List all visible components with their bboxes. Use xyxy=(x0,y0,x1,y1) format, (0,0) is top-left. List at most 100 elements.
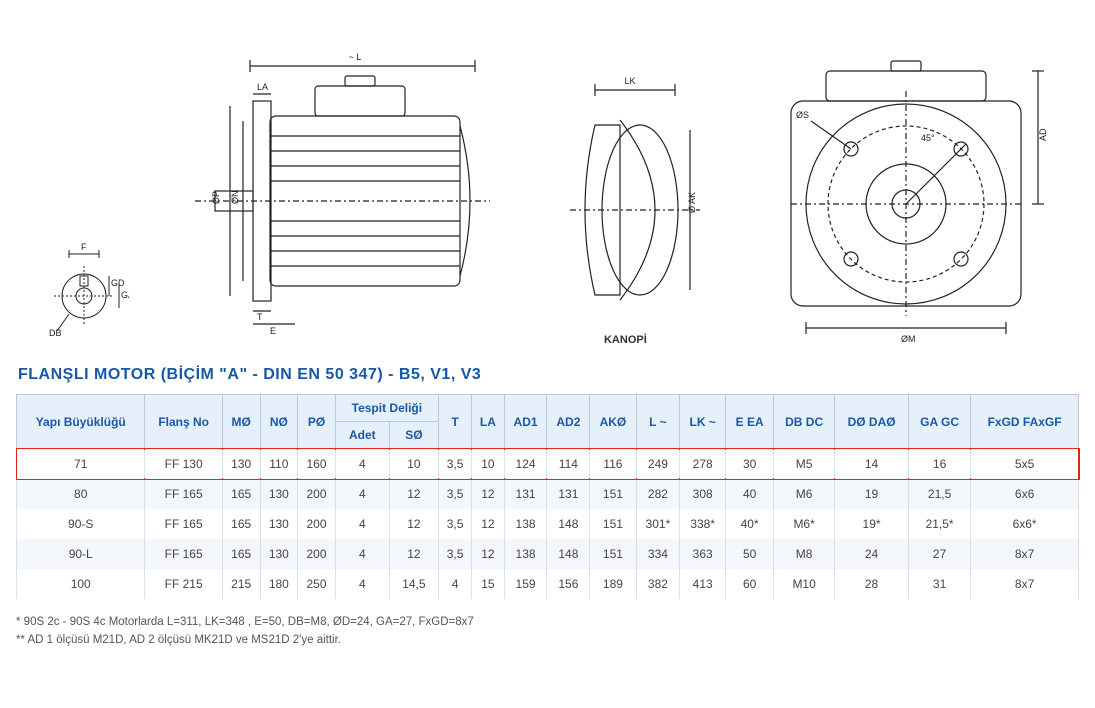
table-cell: 200 xyxy=(298,509,336,539)
table-cell: 124 xyxy=(504,449,547,480)
col-lk: LK ~ xyxy=(680,395,726,449)
canopy-view: LK Ø AK KANOPİ xyxy=(540,70,710,346)
table-cell: 3,5 xyxy=(438,479,471,509)
col-ad2: AD2 xyxy=(547,395,590,449)
col-so: SØ xyxy=(389,422,438,449)
table-cell: 3,5 xyxy=(438,539,471,569)
table-cell: M5 xyxy=(774,449,835,480)
dim-OM: ØM xyxy=(901,334,916,344)
table-cell: 189 xyxy=(590,569,636,599)
table-cell: 40 xyxy=(726,479,774,509)
table-cell: 165 xyxy=(222,479,260,509)
table-cell: 308 xyxy=(680,479,726,509)
table-cell: 21,5 xyxy=(909,479,971,509)
table-cell: 19* xyxy=(835,509,909,539)
col-mo: MØ xyxy=(222,395,260,449)
table-cell: 413 xyxy=(680,569,726,599)
table-cell: 15 xyxy=(472,569,504,599)
section-title: FLANŞLI MOTOR (BİÇİM "A" - DIN EN 50 347… xyxy=(18,366,1079,384)
table-cell: 200 xyxy=(298,479,336,509)
table-cell: 28 xyxy=(835,569,909,599)
dim-LA: LA xyxy=(257,82,268,92)
table-body: 71FF 1301301101604103,510124114116249278… xyxy=(17,449,1079,600)
dim-OP: ØP xyxy=(211,191,221,204)
table-cell: 116 xyxy=(590,449,636,480)
table-cell: 3,5 xyxy=(438,449,471,480)
table-cell: 159 xyxy=(504,569,547,599)
table-cell: 282 xyxy=(636,479,680,509)
table-cell: 5x5 xyxy=(971,449,1079,480)
table-cell: 4 xyxy=(335,449,389,480)
table-cell: 114 xyxy=(547,449,590,480)
table-cell: 10 xyxy=(389,449,438,480)
table-cell: 50 xyxy=(726,539,774,569)
table-cell: 151 xyxy=(590,479,636,509)
dim-GD: GD xyxy=(111,278,125,288)
table-cell: 4 xyxy=(335,539,389,569)
dim-GA: GA xyxy=(121,290,129,300)
col-adet: Adet xyxy=(335,422,389,449)
table-cell: 90-L xyxy=(17,539,145,569)
table-cell: 278 xyxy=(680,449,726,480)
table-cell: 6x6* xyxy=(971,509,1079,539)
dim-45: 45° xyxy=(921,133,935,143)
table-cell: 334 xyxy=(636,539,680,569)
motor-front-view: ØS 45° AD ØM xyxy=(756,46,1056,346)
table-cell: FF 165 xyxy=(145,479,222,509)
table-cell: M8 xyxy=(774,539,835,569)
table-cell: 24 xyxy=(835,539,909,569)
dim-LK: LK xyxy=(625,76,636,86)
table-row: 80FF 1651651302004123,512131131151282308… xyxy=(17,479,1079,509)
table-cell: FF 215 xyxy=(145,569,222,599)
table-cell: 8x7 xyxy=(971,539,1079,569)
table-header: Yapı Büyüklüğü Flanş No MØ NØ PØ Tespit … xyxy=(17,395,1079,449)
table-cell: 338* xyxy=(680,509,726,539)
col-no: NØ xyxy=(260,395,298,449)
table-cell: M10 xyxy=(774,569,835,599)
table-cell: 12 xyxy=(389,509,438,539)
table-cell: 4 xyxy=(335,509,389,539)
table-cell: 71 xyxy=(17,449,145,480)
table-cell: 12 xyxy=(472,509,504,539)
table-cell: 14 xyxy=(835,449,909,480)
table-cell: 148 xyxy=(547,539,590,569)
footnote-1: * 90S 2c - 90S 4c Motorlarda L=311, LK=3… xyxy=(16,613,1079,631)
table-row: 90-LFF 1651651302004123,5121381481513343… xyxy=(17,539,1079,569)
table-cell: 90-S xyxy=(17,509,145,539)
table-cell: FF 130 xyxy=(145,449,222,480)
table-cell: 131 xyxy=(547,479,590,509)
col-flans: Flanş No xyxy=(145,395,222,449)
table-cell: 130 xyxy=(260,539,298,569)
col-e: E EA xyxy=(726,395,774,449)
dim-ON: ØN xyxy=(230,191,240,205)
table-cell: 27 xyxy=(909,539,971,569)
table-cell: 4 xyxy=(335,569,389,599)
kanopi-label: KANOPİ xyxy=(604,334,647,346)
col-yapi: Yapı Büyüklüğü xyxy=(17,395,145,449)
table-cell: 12 xyxy=(472,539,504,569)
table-cell: 165 xyxy=(222,539,260,569)
table-cell: 148 xyxy=(547,509,590,539)
table-cell: 130 xyxy=(222,449,260,480)
table-cell: 14,5 xyxy=(389,569,438,599)
table-cell: 60 xyxy=(726,569,774,599)
table-cell: 10 xyxy=(472,449,504,480)
table-cell: 165 xyxy=(222,509,260,539)
table-cell: 8x7 xyxy=(971,569,1079,599)
table-cell: 151 xyxy=(590,539,636,569)
table-cell: M6* xyxy=(774,509,835,539)
col-ad1: AD1 xyxy=(504,395,547,449)
table-cell: 3,5 xyxy=(438,509,471,539)
table-cell: 100 xyxy=(17,569,145,599)
table-cell: 21,5* xyxy=(909,509,971,539)
dim-OAK: Ø AK xyxy=(687,192,697,213)
col-db: DB DC xyxy=(774,395,835,449)
dimensions-table: Yapı Büyüklüğü Flanş No MØ NØ PØ Tespit … xyxy=(16,394,1079,599)
table-cell: 249 xyxy=(636,449,680,480)
shaft-end-diagram: F GD GA DB xyxy=(39,236,129,346)
table-cell: 138 xyxy=(504,509,547,539)
table-row: 100FF 215215180250414,541515915618938241… xyxy=(17,569,1079,599)
table-cell: 200 xyxy=(298,539,336,569)
table-cell: 160 xyxy=(298,449,336,480)
technical-diagrams: F GD GA DB xyxy=(16,16,1079,346)
